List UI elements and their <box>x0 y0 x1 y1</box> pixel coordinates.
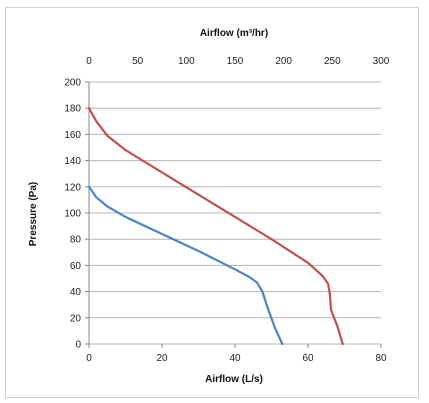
x2-axis-title: Airflow (m³/hr) <box>200 28 268 39</box>
x2-tick-label: 150 <box>227 56 244 67</box>
x-tick-label: 0 <box>86 353 92 364</box>
y-tick-label: 60 <box>70 261 82 272</box>
x-tick-label: 80 <box>375 353 387 364</box>
x-tick-label: 60 <box>302 353 314 364</box>
series-layer <box>87 107 344 346</box>
axis-layer <box>85 81 382 348</box>
x-tick-label: 40 <box>229 353 241 364</box>
x-axis-title: Airflow (L/s) <box>205 374 263 385</box>
y-tick-label: 200 <box>64 78 81 89</box>
y-tick-label: 140 <box>64 156 81 167</box>
x2-tick-label: 50 <box>132 56 144 67</box>
x2-tick-label: 250 <box>324 56 341 67</box>
y-tick-label: 20 <box>70 313 82 324</box>
y-tick-label: 100 <box>64 209 81 220</box>
x-tick-label: 20 <box>156 353 168 364</box>
y-tick-label: 40 <box>70 287 82 298</box>
series-line-2 <box>87 107 344 346</box>
x2-tick-label: 100 <box>178 56 195 67</box>
x2-tick-label: 200 <box>275 56 292 67</box>
label-layer: Airflow (m³/hr) Airflow (L/s) Pressure (… <box>28 28 390 385</box>
y-tick-label: 80 <box>70 235 82 246</box>
y-tick-label: 160 <box>64 130 81 141</box>
y-tick-label: 120 <box>64 182 81 193</box>
x2-tick-label: 300 <box>373 56 390 67</box>
y-tick-label: 180 <box>64 104 81 115</box>
grid-layer <box>89 81 381 345</box>
series-line-1 <box>87 185 284 346</box>
y-tick-label: 0 <box>75 340 81 351</box>
x2-tick-label: 0 <box>86 56 92 67</box>
y-axis-title: Pressure (Pa) <box>28 182 39 246</box>
